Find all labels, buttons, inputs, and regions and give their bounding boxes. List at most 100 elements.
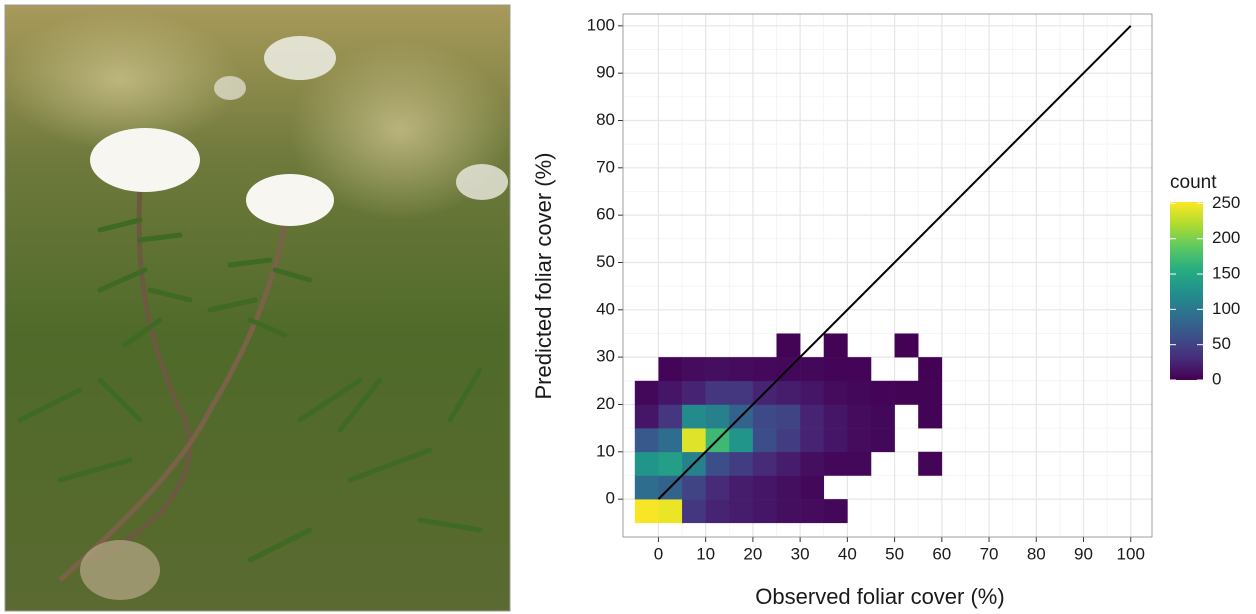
bin-cell	[752, 475, 777, 500]
bin-cell	[682, 428, 706, 453]
x-tick-label: 0	[654, 544, 663, 563]
y-tick-label: 40	[596, 299, 615, 318]
bin-cell	[894, 333, 919, 358]
x-tick-label: 50	[885, 544, 904, 563]
bin-cell	[918, 357, 943, 382]
x-tick-label: 10	[696, 544, 715, 563]
flower	[246, 174, 334, 226]
bin-cell	[918, 404, 943, 429]
bin-cell	[823, 499, 848, 524]
bin-cell	[776, 380, 801, 405]
bin-cell	[729, 499, 754, 524]
bin-cell	[823, 333, 848, 358]
identity-line	[657, 25, 1132, 500]
x-tick-label: 80	[1027, 544, 1046, 563]
bin-cell	[705, 499, 730, 524]
bin-cell	[634, 475, 659, 500]
y-tick-label: 30	[596, 347, 615, 366]
bin-cell	[729, 380, 754, 405]
panel-border	[622, 13, 1153, 538]
bin-cell	[870, 404, 895, 429]
bin-cell	[705, 357, 730, 382]
y-tick-label: 0	[606, 489, 615, 508]
leaves	[17, 217, 483, 563]
y-tick-label: 60	[596, 205, 615, 224]
bin-cell	[705, 380, 730, 405]
bin-cell	[705, 404, 730, 429]
bin-cell	[823, 451, 848, 476]
colorbar-tick-label: 250	[1212, 193, 1240, 212]
x-axis-title: Observed foliar cover (%)	[755, 584, 1004, 609]
colorbar-tick-label: 0	[1212, 369, 1221, 388]
x-tick-label: 20	[743, 544, 762, 563]
x-tick-label: 70	[980, 544, 999, 563]
bin-cell	[729, 428, 754, 453]
y-axis-title: Predicted foliar cover (%)	[531, 153, 556, 400]
bin-cell	[752, 404, 777, 429]
bin-cell	[634, 404, 659, 429]
x-tick-label: 90	[1074, 544, 1093, 563]
bin-cell	[776, 499, 801, 524]
colorbar-tick-label: 100	[1212, 299, 1240, 318]
bin-cell	[682, 357, 706, 382]
bin-cell	[752, 499, 777, 524]
bin-cell	[634, 380, 659, 405]
bin-cell	[776, 428, 801, 453]
y-tick-label: 20	[596, 394, 615, 413]
cells	[634, 333, 943, 524]
bin-cell	[894, 380, 919, 405]
colorbar	[1170, 202, 1203, 380]
bin-cell	[752, 428, 777, 453]
bin-cell	[658, 357, 683, 382]
y-tick-label: 50	[596, 252, 615, 271]
x-tick-label: 40	[838, 544, 857, 563]
flower-blur	[264, 36, 336, 80]
bin-cell	[800, 451, 825, 476]
colorbar-tick-label: 50	[1212, 334, 1231, 353]
x-tick-label: 60	[932, 544, 951, 563]
bin-cell	[776, 451, 801, 476]
colorbar-tick-label: 200	[1212, 228, 1240, 247]
bin-cell	[682, 499, 706, 524]
blur	[290, 40, 510, 220]
bin-cell	[847, 380, 872, 405]
bin-cell	[705, 451, 730, 476]
bin-cell	[870, 428, 895, 453]
bin-cell	[658, 428, 683, 453]
y-tick-label: 90	[596, 63, 615, 82]
bin-cell	[658, 380, 683, 405]
bin-cell	[705, 475, 730, 500]
stem	[88, 189, 193, 563]
bin-cell	[729, 475, 754, 500]
bin-cell	[800, 404, 825, 429]
y-tick-label: 100	[587, 15, 615, 34]
bin-cell	[752, 451, 777, 476]
y-tick-label: 80	[596, 110, 615, 129]
colorbar-tick-label: 150	[1212, 264, 1240, 283]
bin-cell	[776, 333, 801, 358]
bin-cell	[634, 428, 659, 453]
bin-cell	[800, 357, 825, 382]
bin-cell	[800, 499, 825, 524]
bin-cell	[682, 404, 706, 429]
bin-cell	[847, 428, 872, 453]
bin-cell	[800, 380, 825, 405]
photo	[0, 4, 511, 612]
bin-cell	[658, 404, 683, 429]
bin-cell	[776, 404, 801, 429]
bin-cell	[847, 357, 872, 382]
bin-cell	[729, 451, 754, 476]
bin-cell	[682, 380, 706, 405]
flower-blur	[456, 164, 508, 200]
y-tick-label: 10	[596, 441, 615, 460]
bin-cell	[870, 380, 895, 405]
bin-cell	[918, 380, 943, 405]
bin-cell	[634, 499, 659, 524]
x-tick-label: 30	[791, 544, 810, 563]
flower-blur	[214, 76, 246, 100]
bin-cell	[752, 357, 777, 382]
flower	[90, 128, 200, 192]
bin-cell	[823, 404, 848, 429]
